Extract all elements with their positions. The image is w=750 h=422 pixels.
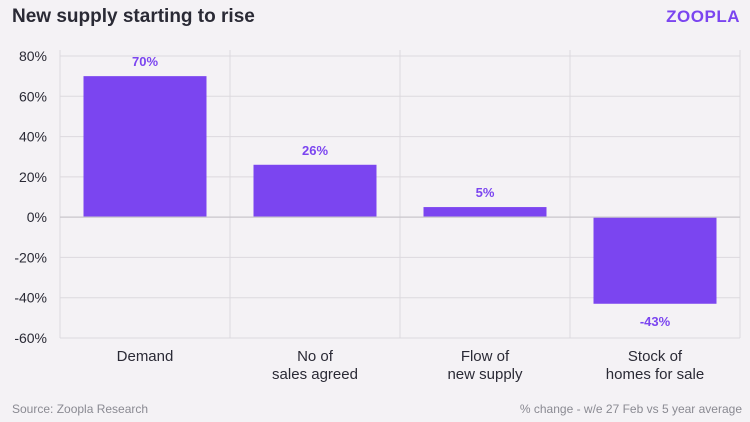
bar	[423, 207, 547, 218]
data-label: 70%	[132, 54, 158, 69]
data-label: -43%	[640, 314, 671, 329]
y-tick-label: -40%	[14, 290, 47, 306]
x-category-label: sales agreed	[272, 366, 358, 383]
x-category-label: Stock of	[628, 348, 683, 365]
x-category-label: No of	[297, 348, 334, 365]
bar	[593, 217, 717, 304]
y-tick-label: 60%	[19, 88, 47, 104]
y-tick-label: 0%	[27, 209, 47, 225]
bar	[253, 164, 377, 218]
comparison-note: % change - w/e 27 Feb vs 5 year average	[519, 402, 742, 416]
source-note: Source: Zoopla Research	[12, 402, 149, 416]
chart-title: New supply starting to rise	[12, 6, 255, 27]
x-category-label: homes for sale	[606, 366, 704, 383]
bar	[83, 76, 207, 218]
y-tick-label: 20%	[19, 169, 47, 185]
zoopla-logo: ZOOPLA	[666, 7, 740, 26]
x-category-label: Demand	[117, 348, 174, 365]
y-tick-label: -20%	[14, 249, 47, 265]
x-category-label: new supply	[447, 366, 523, 383]
y-tick-label: -60%	[14, 330, 47, 346]
x-category-label: Flow of	[461, 348, 510, 365]
data-label: 5%	[476, 185, 495, 200]
y-tick-label: 80%	[19, 48, 47, 64]
y-tick-label: 40%	[19, 129, 47, 145]
data-label: 26%	[302, 143, 328, 158]
